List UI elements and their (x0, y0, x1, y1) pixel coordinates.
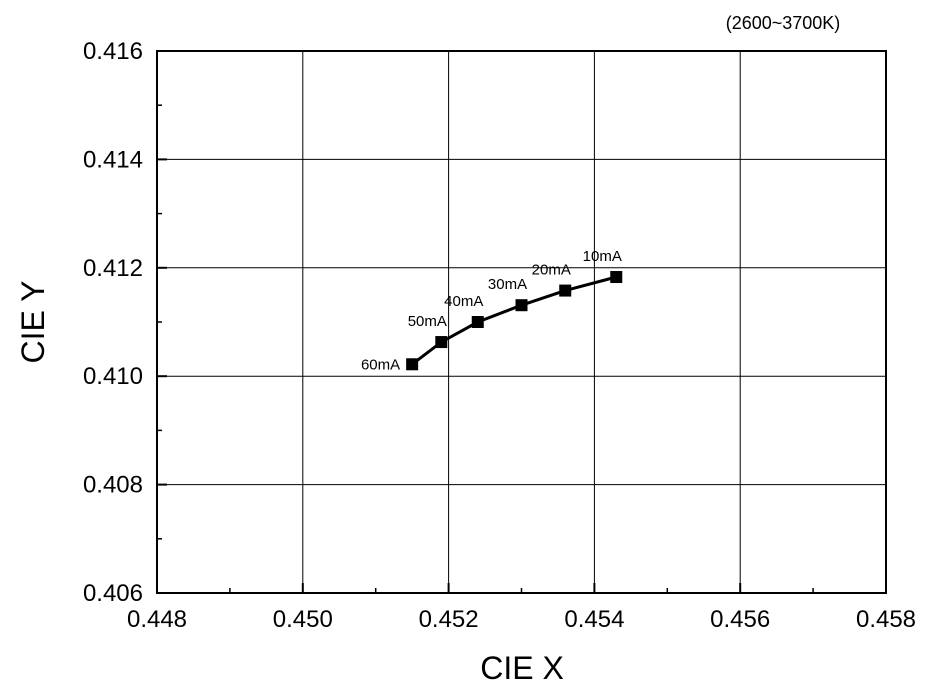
x-tick-label: 0.458 (856, 606, 916, 633)
data-point-marker (515, 299, 528, 312)
grid-layer (157, 51, 886, 593)
y-tick-label: 0.412 (83, 255, 143, 282)
temperature-range-annotation: (2600~3700K) (726, 13, 841, 33)
x-axis-title: CIE X (480, 650, 564, 686)
y-tick-label: 0.416 (83, 38, 143, 65)
axis-layer: 0.448 0.450 0.452 0.454 0.456 0.458 0.406 0.408… (83, 38, 916, 633)
data-point-label: 10mA (583, 248, 622, 265)
y-tick-label: 0.410 (83, 363, 143, 390)
data-point-label: 30mA (488, 276, 527, 293)
data-point-label: 20mA (532, 262, 571, 279)
data-point-marker (559, 284, 572, 297)
data-point-label: 50mA (408, 313, 447, 330)
x-tick-label: 0.448 (127, 606, 187, 633)
x-tick-label: 0.450 (273, 606, 333, 633)
data-point-label: 60mA (361, 356, 400, 373)
data-point-label: 40mA (444, 293, 483, 310)
data-point-marker (471, 316, 484, 328)
x-tick-label: 0.456 (710, 606, 770, 633)
x-tick-label: 0.452 (419, 606, 479, 633)
data-point-marker (406, 358, 419, 371)
plot-frame (156, 50, 887, 594)
y-tick-label: 0.408 (83, 472, 143, 499)
y-tick-label: 0.406 (83, 580, 143, 607)
y-axis-title: CIE Y (15, 281, 51, 364)
y-tick-label: 0.414 (83, 146, 143, 173)
data-point-marker (610, 271, 623, 284)
series-layer: 60mA 50mA 40mA 30mA 20mA 10mA (361, 248, 623, 373)
data-point-marker (435, 336, 448, 349)
x-tick-label: 0.454 (564, 606, 624, 633)
